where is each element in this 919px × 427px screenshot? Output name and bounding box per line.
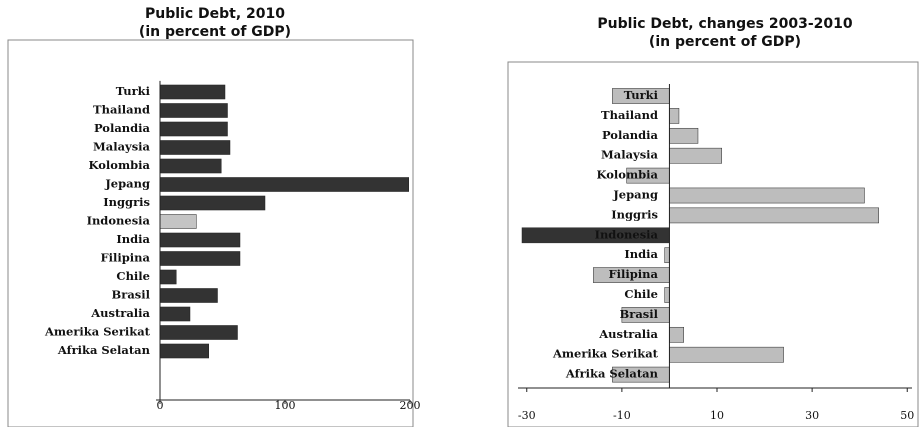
bar	[159, 325, 238, 340]
category-label: India	[116, 232, 150, 246]
bar	[664, 287, 670, 303]
category-label: India	[624, 247, 658, 261]
chart-title: Public Debt, changes 2003-2010	[597, 16, 852, 32]
category-label: Afrika Selatan	[565, 367, 659, 381]
category-label: Kolombia	[597, 168, 659, 182]
category-label: Turki	[116, 84, 151, 98]
bar	[159, 140, 231, 155]
category-label: Indonesia	[87, 214, 151, 228]
category-label: Amerika Serikat	[44, 325, 151, 339]
category-label: Thailand	[93, 103, 150, 117]
x-tick-label: 200	[400, 399, 421, 412]
category-label: Filipina	[101, 251, 151, 265]
bar	[159, 195, 266, 211]
chart-subtitle: (in percent of GDP)	[139, 24, 291, 40]
category-label: Australia	[598, 327, 658, 341]
bar	[669, 326, 684, 343]
chart-frame	[507, 61, 919, 427]
category-label: Thailand	[601, 108, 658, 122]
bar	[159, 177, 409, 192]
x-tick-label: 50	[900, 409, 914, 422]
x-tick-label: -10	[613, 409, 631, 422]
bar	[159, 84, 226, 100]
category-label: Brasil	[112, 288, 151, 302]
x-tick-label: 100	[275, 399, 296, 412]
x-tick-label: 10	[710, 409, 724, 422]
category-label: Kolombia	[89, 158, 151, 172]
category-label: Polandia	[94, 121, 151, 135]
category-label: Chile	[624, 287, 658, 301]
bar	[159, 121, 228, 137]
bar	[159, 232, 241, 248]
bar	[159, 269, 177, 285]
x-tick-label: 0	[157, 399, 164, 412]
bar	[159, 103, 228, 118]
category-label: Polandia	[602, 128, 659, 142]
x-tick-label: -30	[518, 409, 536, 422]
category-label: Brasil	[620, 307, 659, 321]
category-label: Malaysia	[93, 140, 151, 154]
category-label: Chile	[116, 269, 150, 283]
bar	[159, 343, 209, 359]
chart-frame	[7, 39, 414, 427]
x-tick-label: 30	[805, 409, 819, 422]
bar	[159, 251, 241, 266]
bar	[159, 288, 218, 303]
bar	[669, 147, 723, 164]
category-label: Afrika Selatan	[57, 343, 151, 357]
category-label: Malaysia	[601, 148, 659, 162]
bar	[664, 247, 670, 264]
category-label: Jepang	[104, 177, 150, 191]
chart-title: Public Debt, 2010	[145, 6, 285, 22]
category-label: Indonesia	[595, 227, 659, 241]
bar	[159, 214, 197, 229]
category-label: Amerika Serikat	[552, 347, 659, 361]
category-label: Turki	[624, 88, 659, 102]
bar	[669, 207, 879, 224]
bar	[669, 108, 680, 124]
category-label: Jepang	[612, 188, 658, 202]
category-label: Australia	[90, 306, 150, 320]
bar	[159, 158, 222, 174]
category-label: Inggris	[103, 195, 150, 209]
bar	[159, 306, 191, 322]
chart-subtitle: (in percent of GDP)	[649, 34, 801, 50]
bar	[669, 346, 784, 363]
category-label: Filipina	[609, 267, 659, 281]
category-label: Inggris	[611, 207, 658, 221]
bar	[669, 187, 865, 204]
bar	[669, 127, 699, 144]
